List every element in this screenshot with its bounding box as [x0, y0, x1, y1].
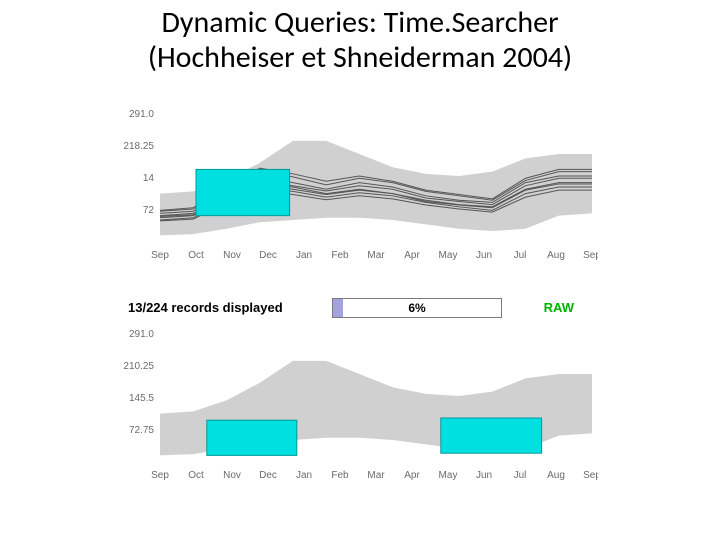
x-tick-label: Apr [404, 470, 420, 481]
x-tick-label: Sep [583, 250, 598, 261]
x-tick-label: Jul [514, 250, 527, 261]
percent-progress-label: 6% [333, 301, 501, 315]
x-tick-label: Jan [296, 470, 312, 481]
records-displayed-label: 13/224 records displayed [128, 300, 283, 315]
slide-title: Dynamic Queries: Time.Searcher (Hochheis… [0, 6, 720, 75]
x-tick-label: Feb [331, 470, 349, 481]
x-tick-label: Oct [188, 250, 204, 261]
x-tick-label: Aug [547, 470, 565, 481]
x-tick-label: Sep [151, 470, 169, 481]
x-tick-label: Oct [188, 470, 204, 481]
y-tick-label: 72.75 [129, 425, 154, 436]
x-tick-label: May [439, 470, 458, 481]
chart-top[interactable]: 291.0 218.25 14 72 Sep Oct Nov Dec Jan Feb Mar Apr M… [108, 108, 598, 268]
x-tick-label: Jan [296, 250, 312, 261]
y-tick-label: 291.0 [129, 329, 154, 340]
title-line-1: Dynamic Queries: Time.Searcher [161, 4, 558, 41]
x-tick-label: Nov [223, 470, 241, 481]
x-tick-label: Nov [223, 250, 241, 261]
chart-bottom[interactable]: 291.0 210.25 145.5 72.75 Sep Oct Nov Dec Jan Feb M… [108, 328, 598, 488]
y-tick-label: 145.5 [129, 393, 154, 404]
status-row: 13/224 records displayed 6% RAW [108, 298, 598, 320]
x-tick-label: May [439, 250, 458, 261]
x-tick-label: Dec [259, 470, 277, 481]
y-tick-label: 218.25 [123, 141, 154, 152]
y-tick-label: 210.25 [123, 361, 154, 372]
y-tick-label: 14 [143, 173, 155, 184]
x-tick-label: Mar [367, 250, 385, 261]
percent-progress: 6% [332, 298, 502, 318]
title-line-2: (Hochheiser et Shneiderman 2004) [148, 39, 572, 76]
x-tick-label: Jun [476, 470, 492, 481]
x-tick-label: Jul [514, 470, 527, 481]
x-tick-label: Aug [547, 250, 565, 261]
x-tick-label: Feb [331, 250, 349, 261]
timebox[interactable] [196, 169, 290, 215]
x-tick-label: Apr [404, 250, 420, 261]
x-tick-label: Dec [259, 250, 277, 261]
x-tick-label: Sep [151, 250, 169, 261]
x-tick-label: Mar [367, 470, 385, 481]
timebox[interactable] [441, 418, 542, 453]
x-tick-label: Jun [476, 250, 492, 261]
timebox[interactable] [207, 420, 297, 455]
y-tick-label: 291.0 [129, 109, 154, 120]
y-tick-label: 72 [143, 205, 155, 216]
raw-mode-label[interactable]: RAW [544, 300, 574, 315]
x-tick-label: Sep [583, 470, 598, 481]
